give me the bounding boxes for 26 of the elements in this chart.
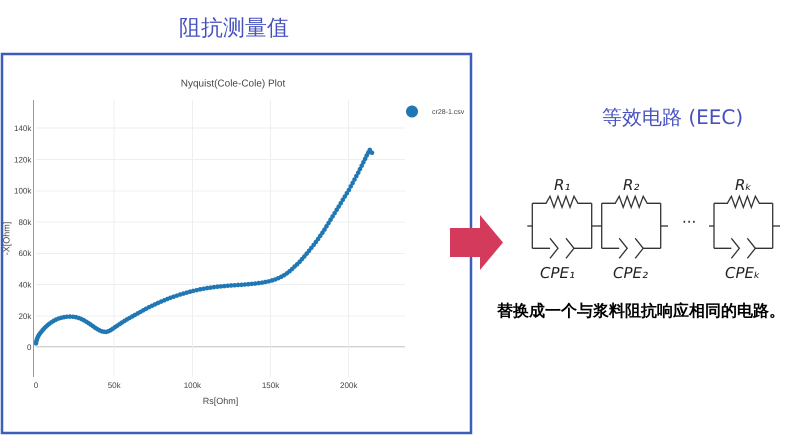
text: CPE₂: [613, 264, 648, 282]
y-tick-label: 40k: [18, 280, 32, 290]
y-tick-label: 140k: [14, 124, 32, 133]
y-tick-label: 60k: [18, 249, 32, 258]
chart-title: Nyquist(Cole-Cole) Plot: [180, 78, 286, 90]
text: Rₖ: [735, 176, 752, 194]
text: 替换成一个与浆料阻抗响应相同的电路。: [496, 301, 785, 320]
text: 等效电路 (EEC): [602, 105, 744, 129]
text: R₂: [623, 176, 640, 194]
x-tick-label: 100k: [184, 381, 202, 390]
y-tick-label: 100k: [14, 186, 32, 196]
x-tick-label: 150k: [262, 381, 280, 390]
y-tick-label: 0: [26, 343, 32, 352]
y-tick-label: 120k: [14, 155, 32, 164]
y-tick-label: 20k: [18, 312, 32, 321]
text: 阻抗测量值: [179, 16, 289, 41]
x-tick-label: 0: [34, 381, 39, 390]
y-axis-title: -X[Ohm]: [1, 222, 12, 256]
x-axis-title: Rs[Ohm]: [202, 396, 238, 406]
text: R₁: [554, 176, 570, 194]
text: CPEₖ: [725, 264, 760, 282]
x-tick-label: 50k: [108, 381, 122, 390]
text: ···: [682, 213, 696, 231]
x-tick-label: 200k: [340, 381, 358, 390]
text: CPE₁: [540, 264, 576, 282]
y-tick-label: 80k: [18, 218, 32, 227]
